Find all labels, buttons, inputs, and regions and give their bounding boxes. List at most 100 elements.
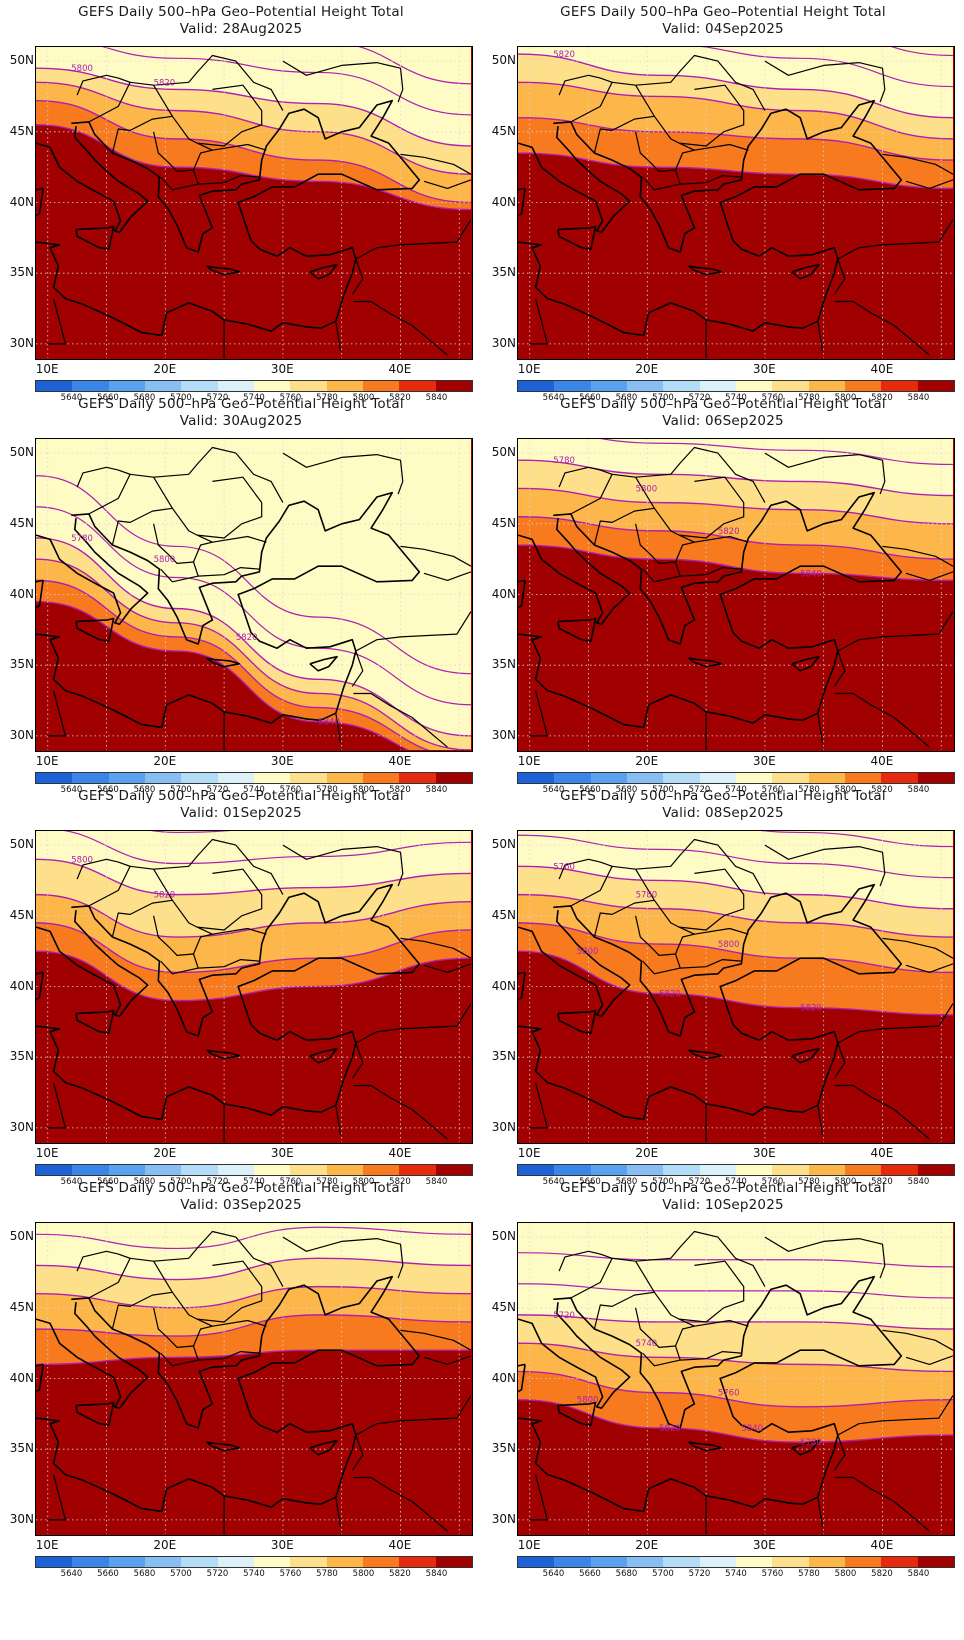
x-tick-label: 40E <box>388 1538 412 1552</box>
contour-line <box>518 865 953 910</box>
country-border <box>355 611 471 652</box>
colorbar-label: 5760 <box>761 785 784 795</box>
country-border <box>593 899 655 938</box>
colorbar-label: 5780 <box>316 1569 338 1579</box>
country-border <box>833 258 846 295</box>
country-border <box>570 838 766 907</box>
colorbar-swatch <box>699 1165 736 1175</box>
height-band <box>36 124 471 358</box>
y-tick-label: 30N <box>9 1511 34 1526</box>
colorbar-label: 5780 <box>798 1569 820 1579</box>
coastline <box>36 1363 44 1393</box>
colorbar-label: 5760 <box>761 1177 784 1187</box>
colorbar-swatch <box>181 1557 218 1567</box>
colorbar-label: 5640 <box>542 1569 565 1579</box>
y-tick-label: 40N <box>491 586 516 601</box>
panel-title-text: GEFS Daily 500–hPa Geo–Potential Height … <box>560 1180 886 1196</box>
coastline <box>75 1401 115 1426</box>
colorbar-label: 5780 <box>798 785 820 795</box>
coastline <box>36 1302 149 1409</box>
coastline <box>557 1009 597 1034</box>
map-plot-area: 5800 5820 <box>35 830 473 1144</box>
contour-label: 5840 <box>800 569 822 579</box>
colorbar-swatch <box>626 381 664 391</box>
colorbar-label: 5840 <box>907 1569 930 1579</box>
country-border <box>353 1476 448 1532</box>
contour-line <box>518 116 953 161</box>
y-tick-label: 30N <box>491 1119 516 1134</box>
coastline <box>36 187 44 217</box>
colorbar-swatch <box>808 773 845 783</box>
country-border <box>837 611 953 652</box>
y-tick-label: 30N <box>9 335 34 350</box>
colorbar-label: 5660 <box>97 1569 119 1579</box>
country-border <box>882 545 953 567</box>
colorbar-label: 5660 <box>579 785 601 795</box>
panel-valid-date: Valid: 30Aug2025 <box>179 413 303 429</box>
country-border <box>635 84 749 151</box>
y-tick-label: 45N <box>9 907 34 922</box>
country-border <box>355 1395 471 1436</box>
colorbar-swatch <box>663 1557 700 1567</box>
colorbar-label: 5840 <box>425 393 448 403</box>
geopotential-field-svg <box>36 1223 471 1534</box>
country-border <box>635 131 681 191</box>
panel-title: GEFS Daily 500–hPa Geo–Potential Height … <box>482 1180 964 1214</box>
x-tick-label: 30E <box>270 1538 294 1552</box>
x-tick-label: 20E <box>153 362 177 376</box>
y-tick-label: 45N <box>9 123 34 138</box>
country-border <box>351 1042 364 1079</box>
country-border <box>153 915 199 975</box>
country-border <box>192 149 213 171</box>
country-border <box>111 507 173 546</box>
country-border <box>353 300 448 356</box>
colorbar-label: 5840 <box>907 1177 930 1187</box>
y-tick-label: 45N <box>491 123 516 138</box>
contour-line <box>518 487 953 525</box>
colorbar-swatch <box>772 773 809 783</box>
country-border <box>198 1351 260 1361</box>
colorbar-swatch <box>36 1557 73 1567</box>
colorbar-swatch <box>144 381 182 391</box>
y-tick-label: 40N <box>9 586 34 601</box>
contour-line <box>102 47 471 116</box>
x-tick-label: 40E <box>870 362 894 376</box>
colorbar-swatch <box>590 1557 627 1567</box>
country-border <box>529 690 548 737</box>
country-border <box>674 933 695 955</box>
country-border <box>197 1260 263 1323</box>
colorbar-label: 5680 <box>133 1569 156 1579</box>
country-border <box>635 523 681 583</box>
colorbar-swatch <box>626 773 664 783</box>
colorbar-label: 5680 <box>133 393 156 403</box>
panel-title: GEFS Daily 500–hPa Geo–Potential Height … <box>0 4 482 38</box>
colorbar-swatch <box>144 773 182 783</box>
colorbar-label: 5640 <box>60 785 83 795</box>
x-tick-label: 40E <box>388 362 412 376</box>
contour-label: 5820 <box>154 78 176 88</box>
colorbar-swatch <box>326 381 363 391</box>
colorbar-label: 5720 <box>206 785 229 795</box>
colorbar-label: 5700 <box>170 785 192 795</box>
contour-line <box>36 858 471 896</box>
country-border <box>47 298 66 345</box>
contour-line <box>599 439 953 466</box>
contour-label: 5820 <box>154 891 176 901</box>
contour-line <box>518 834 953 879</box>
country-border <box>111 115 173 154</box>
colorbar-swatch <box>362 381 400 391</box>
country-border <box>335 1105 342 1135</box>
x-tick-label: 10E <box>517 1538 541 1552</box>
contour-label: 5820 <box>659 1424 681 1434</box>
panel-title-text: GEFS Daily 500–hPa Geo–Potential Height … <box>78 396 404 412</box>
country-border <box>153 523 199 583</box>
country-border <box>679 1260 745 1323</box>
x-tick-label: 40E <box>870 1538 894 1552</box>
country-border <box>635 476 749 543</box>
colorbar-swatch <box>518 381 555 391</box>
colorbar-label: 5800 <box>834 1177 857 1187</box>
colorbar-label: 5800 <box>834 1569 857 1579</box>
contour-line <box>518 1283 953 1299</box>
colorbar-swatch <box>663 773 700 783</box>
x-tick-label: 40E <box>870 1146 894 1160</box>
